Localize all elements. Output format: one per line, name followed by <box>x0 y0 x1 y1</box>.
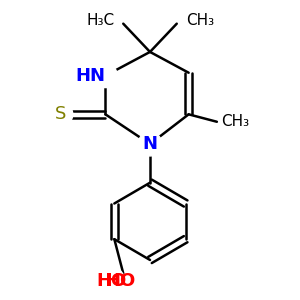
Circle shape <box>98 267 125 294</box>
Text: H₃C: H₃C <box>86 13 114 28</box>
Text: HO: HO <box>105 272 135 290</box>
Text: S: S <box>55 105 67 123</box>
Text: CH₃: CH₃ <box>186 13 214 28</box>
Text: CH₃: CH₃ <box>221 114 250 129</box>
Text: HO: HO <box>96 272 127 290</box>
Text: N: N <box>142 135 158 153</box>
Circle shape <box>100 269 123 293</box>
Circle shape <box>49 102 73 126</box>
Circle shape <box>94 64 117 88</box>
Circle shape <box>138 132 162 156</box>
Text: HN: HN <box>75 67 105 85</box>
